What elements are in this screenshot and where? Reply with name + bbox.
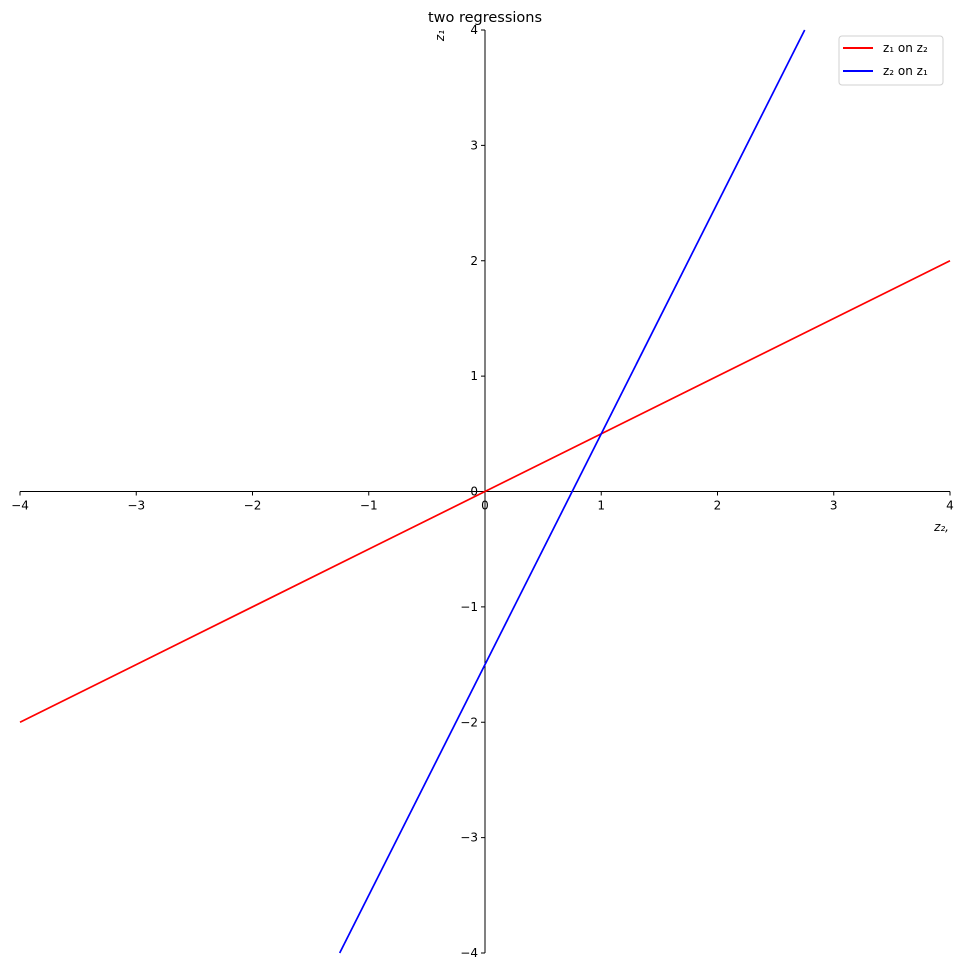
x-tick-label: −3 (127, 499, 145, 513)
plot-lines (19, 29, 951, 954)
y-tick-label: −2 (460, 715, 478, 729)
legend: z₁ on z₂ z₂ on z₁ (838, 35, 944, 86)
legend-label-z1-on-z2: z₁ on z₂ (883, 41, 928, 55)
x-axis-label: z₂, (933, 520, 949, 534)
y-tick-label: 2 (470, 254, 478, 268)
y-tick-label: −3 (460, 831, 478, 845)
x-tick-label: −2 (244, 499, 262, 513)
x-tick-label: 0 (481, 499, 489, 513)
y-axis-label: z₁ (433, 30, 447, 42)
x-tick-label: 3 (830, 499, 838, 513)
series-line-2 (338, 29, 806, 954)
x-tick-label: −1 (360, 499, 378, 513)
y-tick-label: 0 (470, 485, 478, 499)
y-tick-label: −1 (460, 600, 478, 614)
y-tick-label: −4 (460, 946, 478, 960)
axes: −4 −3 −2 −1 0 1 2 3 4 −4 −3 −2 −1 0 1 2 3 4 (11, 23, 954, 960)
y-tick-label: 1 (470, 369, 478, 383)
y-tick-label: 3 (470, 138, 478, 152)
x-tick-label: 2 (714, 499, 722, 513)
series-line-1 (19, 259, 951, 724)
y-tick-label: 4 (470, 23, 478, 37)
x-tick-label: 4 (946, 499, 954, 513)
x-tick-label: 1 (597, 499, 605, 513)
chart-title: two regressions (428, 10, 542, 26)
legend-label-z2-on-z1: z₂ on z₁ (883, 64, 928, 78)
x-tick-label: −4 (11, 499, 29, 513)
